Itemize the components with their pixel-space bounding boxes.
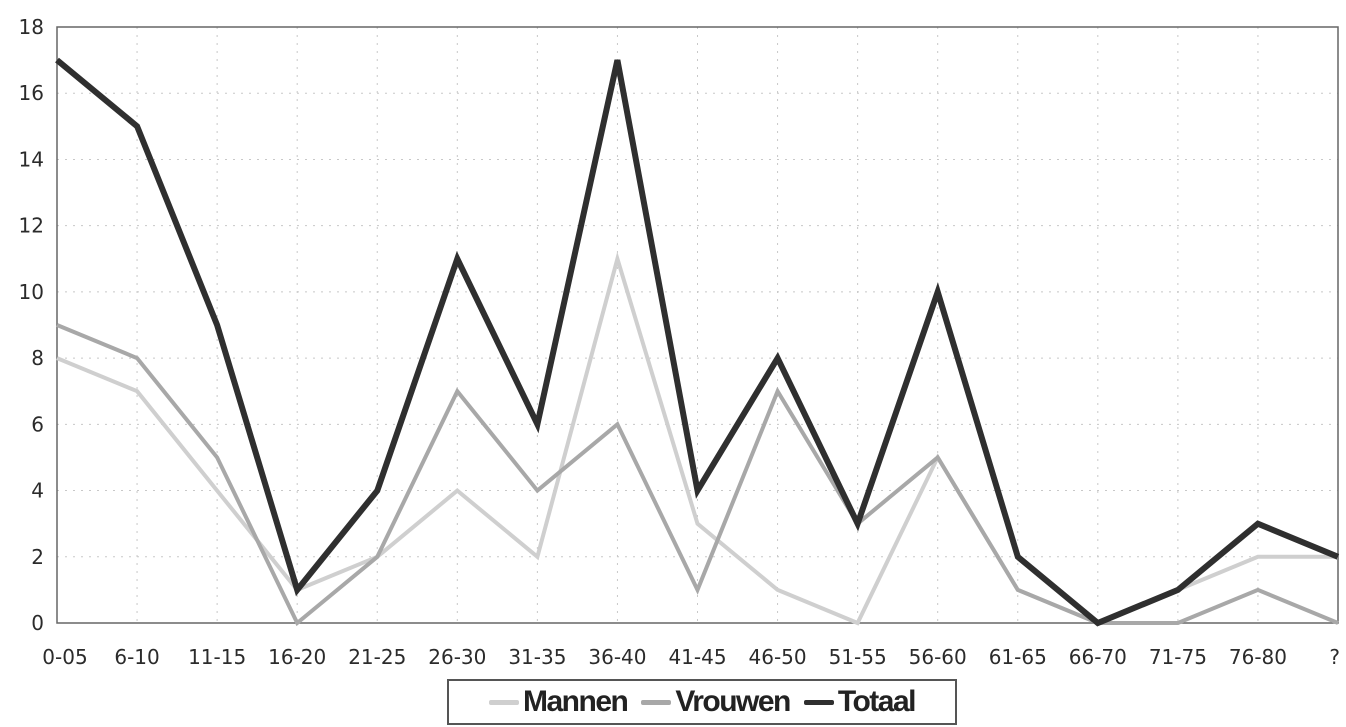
- legend-label-mannen: Mannen: [523, 685, 629, 718]
- x-tick-label: 76-80: [1229, 645, 1287, 669]
- y-tick-label: 16: [19, 81, 44, 105]
- x-tick-label: 11-15: [188, 645, 246, 669]
- y-axis-ticks: 0 2 4 6 8 10 12 14 16 18: [19, 15, 44, 635]
- legend-swatch-totaal: [803, 699, 834, 705]
- legend-item-vrouwen: Vrouwen: [641, 685, 791, 719]
- x-tick-label: ?: [1329, 645, 1340, 669]
- x-tick-label: 51-55: [829, 645, 887, 669]
- grid: [57, 27, 1338, 623]
- series-line-totaal: [55, 57, 1340, 627]
- x-tick-label: 66-70: [1069, 645, 1127, 669]
- legend-swatch-mannen: [489, 699, 519, 705]
- legend-label-vrouwen: Vrouwen: [675, 685, 791, 718]
- y-tick-label: 8: [31, 346, 44, 370]
- series-lines: [55, 57, 1340, 627]
- y-tick-label: 2: [31, 545, 44, 569]
- x-tick-label: 46-50: [749, 645, 807, 669]
- legend-item-totaal: Totaal: [803, 685, 917, 719]
- x-tick-label: 6-10: [114, 645, 159, 669]
- y-tick-label: 14: [19, 147, 44, 171]
- legend-label-totaal: Totaal: [837, 685, 917, 718]
- legend-swatch-vrouwen: [641, 699, 672, 705]
- y-tick-label: 10: [19, 280, 44, 304]
- y-tick-label: 6: [31, 412, 44, 436]
- x-tick-label: 36-40: [588, 645, 646, 669]
- x-tick-label: 41-45: [668, 645, 726, 669]
- y-tick-label: 12: [19, 214, 44, 238]
- x-tick-label: 16-20: [268, 645, 326, 669]
- x-tick-label: 56-60: [909, 645, 967, 669]
- x-tick-label: 21-25: [348, 645, 406, 669]
- x-tick-label: 0-05: [42, 645, 87, 669]
- x-tick-label: 31-35: [508, 645, 566, 669]
- x-tick-label: 61-65: [989, 645, 1047, 669]
- x-tick-label: 71-75: [1149, 645, 1207, 669]
- x-tick-label: 26-30: [428, 645, 486, 669]
- x-axis-ticks: 0-05 6-10 11-15 16-20 21-25 26-30 31-35 36-40 41…: [42, 645, 1340, 669]
- legend: Mannen Vrouwen Totaal: [447, 679, 957, 725]
- y-tick-label: 0: [31, 611, 44, 635]
- legend-item-mannen: Mannen: [489, 685, 629, 719]
- y-tick-label: 18: [19, 15, 44, 39]
- y-tick-label: 4: [31, 479, 44, 503]
- series-line-vrouwen: [56, 323, 1339, 627]
